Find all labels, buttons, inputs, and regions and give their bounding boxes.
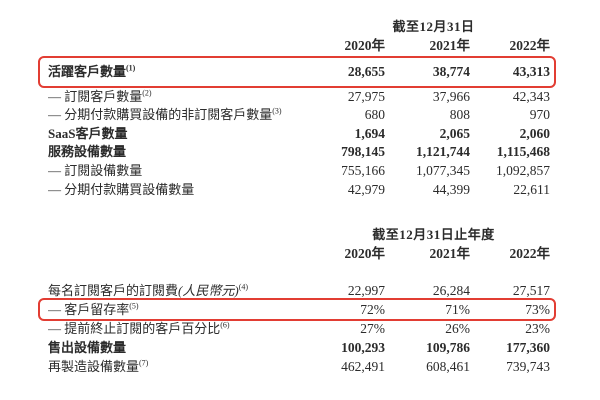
period-header-row: 截至12月31日 xyxy=(0,20,600,34)
value-2021: 26,284 xyxy=(432,283,470,298)
period-header: 截至12月31日止年度 xyxy=(372,227,495,242)
value-2022: 22,611 xyxy=(513,181,550,197)
metric-row-saas-customers: SaaS客戶數量 1,694 2,065 2,060 xyxy=(0,125,600,144)
value-2020: 100,293 xyxy=(341,340,385,355)
row-label: 每名訂閱客戶的訂閱費(人民幣元)(4) xyxy=(48,282,249,298)
metric-rows: 活躍客戶數量(1) 28,655 38,774 43,313 — 訂閱客戶數量(… xyxy=(0,56,600,200)
value-2021: 44,399 xyxy=(432,181,470,197)
value-2022: 43,313 xyxy=(512,64,550,79)
metric-row-installment-purchased-devices: — 分期付款購買設備數量 42,979 44,399 22,611 xyxy=(0,181,600,200)
value-2022: 1,115,468 xyxy=(496,144,550,160)
value-2021: 71% xyxy=(445,302,470,317)
row-label: 再製造設備數量(7) xyxy=(48,358,149,374)
value-2021: 808 xyxy=(449,107,470,123)
metric-row-installment-non-subscription-customers: — 分期付款購買設備的非訂閱客戶數量(3) 680 808 970 xyxy=(0,106,600,125)
row-label: — 分期付款購買設備的非訂閱客戶數量(3) xyxy=(48,106,282,123)
year-header-2020: 2020年 xyxy=(344,38,386,53)
label-superscript: (3) xyxy=(272,106,282,116)
metric-row-active-customers: 活躍客戶數量(1) 28,655 38,774 43,313 xyxy=(0,56,600,88)
metric-row-subscription-customers: — 訂閱客戶數量(2) 27,975 37,966 42,343 xyxy=(0,88,600,107)
year-header-2021: 2021年 xyxy=(429,38,471,53)
year-header-2022: 2022年 xyxy=(509,246,551,261)
value-2022: 23% xyxy=(525,321,550,336)
label-superscript: (1) xyxy=(126,63,136,73)
value-2021: 109,786 xyxy=(426,340,470,355)
value-2021: 608,461 xyxy=(426,359,470,374)
year-header-2022: 2022年 xyxy=(509,38,551,53)
row-label: — 訂閱客戶數量(2) xyxy=(48,88,152,104)
value-2022: 739,743 xyxy=(506,359,550,374)
metric-row-remanufactured-devices: 再製造設備數量(7) 462,491 608,461 739,743 xyxy=(0,357,600,376)
value-2021: 37,966 xyxy=(432,88,470,104)
operating-metrics-section: 截至12月31日 2020年 2021年 2022年 活躍客戶數量(1) 28,… xyxy=(0,20,600,199)
value-2020: 798,145 xyxy=(341,144,385,160)
value-2020: 680 xyxy=(364,107,385,123)
value-2022: 2,060 xyxy=(519,125,550,141)
year-header-2020: 2020年 xyxy=(344,246,386,261)
metric-row-devices-in-service: 服務設備數量 798,145 1,121,744 1,115,468 xyxy=(0,143,600,162)
metric-row-customer-retention-rate: — 客戶留存率(5) 72% 71% 73% xyxy=(0,298,600,321)
row-label-italic: (人民幣元) xyxy=(178,283,239,298)
year-headers-row: 2020年 2021年 2022年 xyxy=(0,39,600,53)
year-headers-row: 2020年 2021年 2022年 xyxy=(0,247,600,261)
label-superscript: (6) xyxy=(220,320,230,330)
period-header-row: 截至12月31日止年度 xyxy=(0,228,600,242)
value-2022: 42,343 xyxy=(512,88,550,104)
year-header-2021: 2021年 xyxy=(429,246,471,261)
value-2021: 38,774 xyxy=(432,64,470,79)
row-label: — 客戶留存率(5) xyxy=(48,301,139,317)
value-2021: 26% xyxy=(445,321,470,336)
value-2020: 27% xyxy=(360,321,385,336)
metric-row-early-termination-percentage: — 提前終止訂閱的客戶百分比(6) 27% 26% 23% xyxy=(0,319,600,338)
metric-row-subscription-fee-per-customer: 每名訂閱客戶的訂閱費(人民幣元)(4) 22,997 26,284 27,517 xyxy=(0,281,600,300)
value-2020: 755,166 xyxy=(341,162,385,178)
row-label: SaaS客戶數量 xyxy=(48,125,128,141)
value-2020: 28,655 xyxy=(347,64,385,79)
row-label: 售出設備數量 xyxy=(48,340,127,355)
label-superscript: (7) xyxy=(139,358,149,368)
metric-rows: 每名訂閱客戶的訂閱費(人民幣元)(4) 22,997 26,284 27,517… xyxy=(0,281,600,376)
row-label: — 提前終止訂閱的客戶百分比(6) xyxy=(48,320,230,336)
value-2021: 2,065 xyxy=(439,125,470,141)
subscription-metrics-section: 截至12月31日止年度 2020年 2021年 2022年 每名訂閱客戶的訂閱費… xyxy=(0,228,600,376)
value-2022: 970 xyxy=(529,107,550,123)
value-2022: 177,360 xyxy=(506,340,550,355)
period-header: 截至12月31日 xyxy=(392,19,475,34)
value-2021: 1,077,345 xyxy=(416,162,470,178)
row-label: — 分期付款購買設備數量 xyxy=(48,181,195,197)
value-2020: 42,979 xyxy=(347,181,385,197)
metric-row-subscription-devices: — 訂閱設備數量 755,166 1,077,345 1,092,857 xyxy=(0,162,600,181)
row-label: — 訂閱設備數量 xyxy=(48,162,143,178)
label-superscript: (4) xyxy=(238,282,249,292)
label-superscript: (5) xyxy=(129,301,139,311)
value-2022: 73% xyxy=(525,302,550,317)
value-2021: 1,121,744 xyxy=(416,144,470,160)
metric-row-devices-sold: 售出設備數量 100,293 109,786 177,360 xyxy=(0,338,600,357)
value-2020: 72% xyxy=(360,302,385,317)
value-2020: 1,694 xyxy=(354,125,385,141)
row-label: 服務設備數量 xyxy=(48,144,127,160)
value-2022: 1,092,857 xyxy=(496,162,550,178)
value-2020: 22,997 xyxy=(347,283,385,298)
row-label: 活躍客戶數量(1) xyxy=(48,63,136,79)
value-2020: 462,491 xyxy=(341,359,385,374)
value-2020: 27,975 xyxy=(347,88,385,104)
label-superscript: (2) xyxy=(142,88,152,98)
value-2022: 27,517 xyxy=(512,283,550,298)
